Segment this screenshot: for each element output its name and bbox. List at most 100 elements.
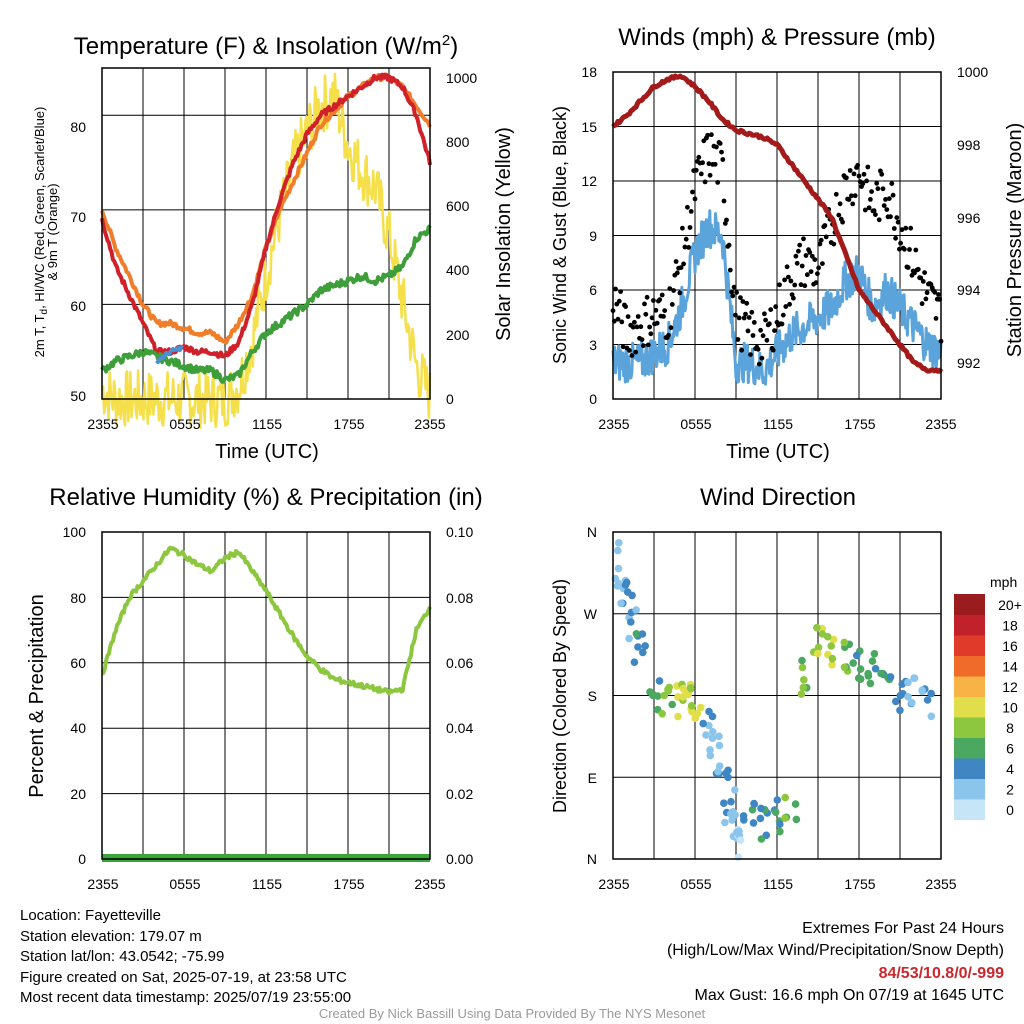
gust-point <box>613 286 618 292</box>
direction-point <box>679 693 687 701</box>
gust-point <box>749 309 755 315</box>
direction-point <box>798 656 806 665</box>
legend-swatch <box>954 778 985 800</box>
rh-ytick: 80 <box>70 590 86 606</box>
gust-point <box>756 361 762 367</box>
gust-point <box>640 343 646 349</box>
gust-point <box>653 307 659 313</box>
gust-point <box>690 189 695 195</box>
gust-point <box>740 299 746 304</box>
gust-point <box>881 203 887 209</box>
wind-ytick: 12 <box>581 173 597 189</box>
gust-point <box>659 292 665 298</box>
rh-line <box>101 545 432 696</box>
direction-point <box>829 635 838 644</box>
gust-point <box>898 240 903 246</box>
station-latlon: Station lat/lon: 43.0542; -75.99 <box>20 948 225 966</box>
gust-point <box>874 180 880 186</box>
gust-point <box>618 289 623 294</box>
gust-point <box>629 353 635 358</box>
direction-point <box>655 677 664 685</box>
dir-ylabel-left: Direction (Colored By Speed) <box>550 579 570 813</box>
dir-xtick: 1755 <box>844 876 875 892</box>
gust-point <box>685 204 690 210</box>
gust-point <box>933 316 939 321</box>
gust-point <box>707 172 713 178</box>
precip-ytick: 0.00 <box>446 851 473 867</box>
gust-point <box>850 201 856 207</box>
gust-point <box>797 242 803 248</box>
direction-point <box>614 546 622 555</box>
dir-chart-title: Wind Direction <box>700 484 856 511</box>
gust-point <box>891 226 897 231</box>
direction-point <box>892 697 900 706</box>
legend-label: 14 <box>1002 659 1018 675</box>
gust-point <box>792 282 798 288</box>
gust-point <box>836 212 842 218</box>
gust-point <box>702 179 708 185</box>
wind-ytick: 18 <box>581 64 597 80</box>
gust-point <box>625 314 631 319</box>
wind-xtick: 2355 <box>925 416 956 432</box>
gust-point <box>782 277 787 283</box>
gust-point <box>823 234 829 240</box>
pressure-line <box>611 73 944 374</box>
temp-xtick: 2355 <box>87 416 118 432</box>
gust-point <box>871 208 877 214</box>
precip-ytick: 0.10 <box>446 524 473 540</box>
gust-point <box>767 321 772 327</box>
gust-point <box>770 347 776 353</box>
direction-point <box>798 663 807 672</box>
gust-point <box>627 348 632 353</box>
legend-label: 4 <box>1006 761 1014 777</box>
direction-point <box>799 683 808 692</box>
direction-point <box>757 835 766 843</box>
insol-ytick: 800 <box>446 134 470 150</box>
gust-point <box>715 180 721 185</box>
precip-ytick: 0.06 <box>446 655 473 671</box>
gust-point <box>876 217 882 223</box>
rh-xtick: 2355 <box>414 876 445 892</box>
gust-point <box>738 295 743 300</box>
legend-label: 0 <box>1006 802 1014 818</box>
direction-point <box>731 786 739 794</box>
pressure-ytick: 994 <box>957 282 981 298</box>
direction-point <box>797 690 806 698</box>
temp-ytick: 50 <box>70 388 86 404</box>
pressure-ytick: 998 <box>957 137 981 153</box>
insolation-line <box>100 72 432 430</box>
direction-point <box>634 643 642 651</box>
direction-point <box>638 630 647 638</box>
gust-point <box>846 197 852 202</box>
gust-point <box>808 269 814 274</box>
pressure-ytick: 1000 <box>957 64 988 80</box>
gust-point <box>649 315 655 321</box>
temperature-plot-frame <box>101 67 431 400</box>
legend-swatch <box>954 799 985 820</box>
max-gust: Max Gust: 16.6 mph On 07/19 at 1645 UTC <box>694 987 1005 1005</box>
gust-point <box>794 260 800 266</box>
gust-point <box>893 235 898 241</box>
direction-point <box>853 651 861 660</box>
direction-point <box>715 741 724 750</box>
legend-swatch <box>954 696 985 718</box>
legend-label: 20+ <box>998 597 1022 613</box>
station-elevation: Station elevation: 179.07 m <box>20 927 202 945</box>
direction-point <box>720 799 728 807</box>
gust-point <box>764 337 770 343</box>
gust-point <box>851 171 857 177</box>
direction-point <box>627 618 635 626</box>
speed-color-legend: mph 0 2 4 6 8 10 12 14 16 18 20+ <box>954 574 1022 820</box>
pressure-ytick: 992 <box>957 355 981 371</box>
direction-point <box>646 688 654 696</box>
figure-created: Figure created on Sat, 2025-07-19, at 23… <box>20 968 347 986</box>
direction-point <box>687 702 696 710</box>
gust-point <box>678 265 684 270</box>
direction-point <box>664 687 673 695</box>
gust-point <box>908 225 914 231</box>
direction-point <box>927 712 936 721</box>
gust-point <box>837 201 843 207</box>
direction-point <box>776 827 784 836</box>
gust-point <box>746 315 752 320</box>
direction-point <box>615 539 623 547</box>
